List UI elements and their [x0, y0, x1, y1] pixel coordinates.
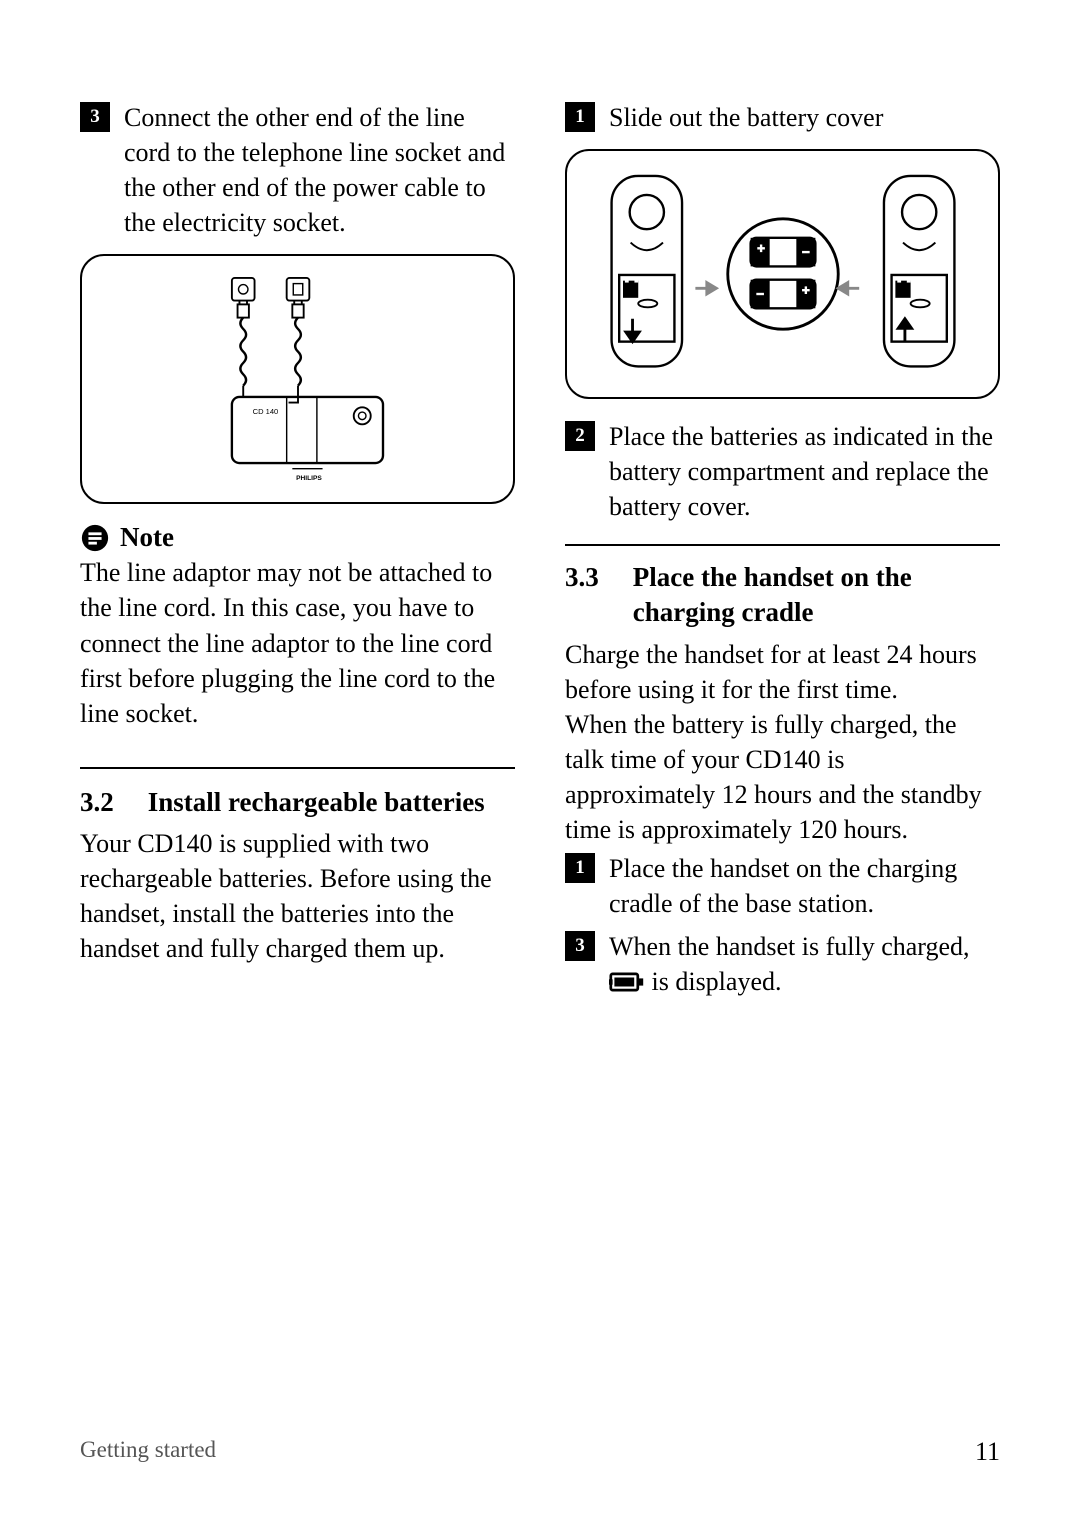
section-number: 3.2	[80, 785, 114, 820]
step-number-badge: 2	[565, 421, 595, 451]
left-column: 3 Connect the other end of the line cord…	[80, 100, 515, 1008]
svg-text:CD 140: CD 140	[252, 407, 278, 416]
step-text: When the handset is fully charged, is di…	[609, 929, 1000, 999]
section-number: 3.3	[565, 560, 599, 630]
step-1: 1 Slide out the battery cover	[565, 100, 1000, 135]
step-number-badge: 3	[80, 102, 110, 132]
section-3-3-heading: 3.3 Place the handset on the charging cr…	[565, 560, 1000, 630]
two-column-layout: 3 Connect the other end of the line cord…	[80, 100, 1000, 1008]
footer-page-number: 11	[975, 1437, 1000, 1467]
section-title: Install rechargeable batteries	[148, 785, 515, 820]
svg-text:PHILIPS: PHILIPS	[296, 475, 322, 482]
manual-page: 3 Connect the other end of the line cord…	[0, 0, 1080, 1527]
figure-battery-cover	[565, 149, 1000, 399]
section-3-2-body: Your CD140 is supplied with two recharge…	[80, 826, 515, 966]
note-heading: Note	[80, 522, 515, 553]
page-footer: Getting started 11	[80, 1437, 1000, 1467]
section-divider	[565, 544, 1000, 546]
right-column: 1 Slide out the battery cover	[565, 100, 1000, 1008]
note-label: Note	[120, 522, 174, 553]
step-text: Place the handset on the charging cradle…	[609, 851, 1000, 921]
base-station-illustration: CD 140 PHILIPS	[128, 264, 468, 494]
section-divider	[80, 767, 515, 769]
step-text: Slide out the battery cover	[609, 100, 883, 135]
figure-base-station-connections: CD 140 PHILIPS	[80, 254, 515, 504]
step-text-part-a: When the handset is fully charged,	[609, 932, 970, 961]
step-number-badge: 1	[565, 102, 595, 132]
footer-section-name: Getting started	[80, 1437, 216, 1467]
section-3-3-body-2: When the battery is fully charged, the t…	[565, 707, 1000, 847]
battery-cover-illustration	[583, 159, 983, 389]
battery-full-icon	[609, 968, 645, 992]
note-icon	[80, 523, 110, 553]
step-text-part-b: is displayed.	[652, 967, 782, 996]
section-3-3-body-1: Charge the handset for at least 24 hours…	[565, 637, 1000, 707]
section-3-2-heading: 3.2 Install rechargeable batteries	[80, 785, 515, 820]
step-3: 3 Connect the other end of the line cord…	[80, 100, 515, 240]
step-number-badge: 3	[565, 931, 595, 961]
step-1-charging: 1 Place the handset on the charging crad…	[565, 851, 1000, 921]
note-text: The line adaptor may not be attached to …	[80, 555, 515, 730]
step-text: Connect the other end of the line cord t…	[124, 100, 515, 240]
step-text: Place the batteries as indicated in the …	[609, 419, 1000, 524]
step-number-badge: 1	[565, 853, 595, 883]
step-2: 2 Place the batteries as indicated in th…	[565, 419, 1000, 524]
section-title: Place the handset on the charging cradle	[633, 560, 1000, 630]
step-3-charging: 3 When the handset is fully charged, is …	[565, 929, 1000, 999]
